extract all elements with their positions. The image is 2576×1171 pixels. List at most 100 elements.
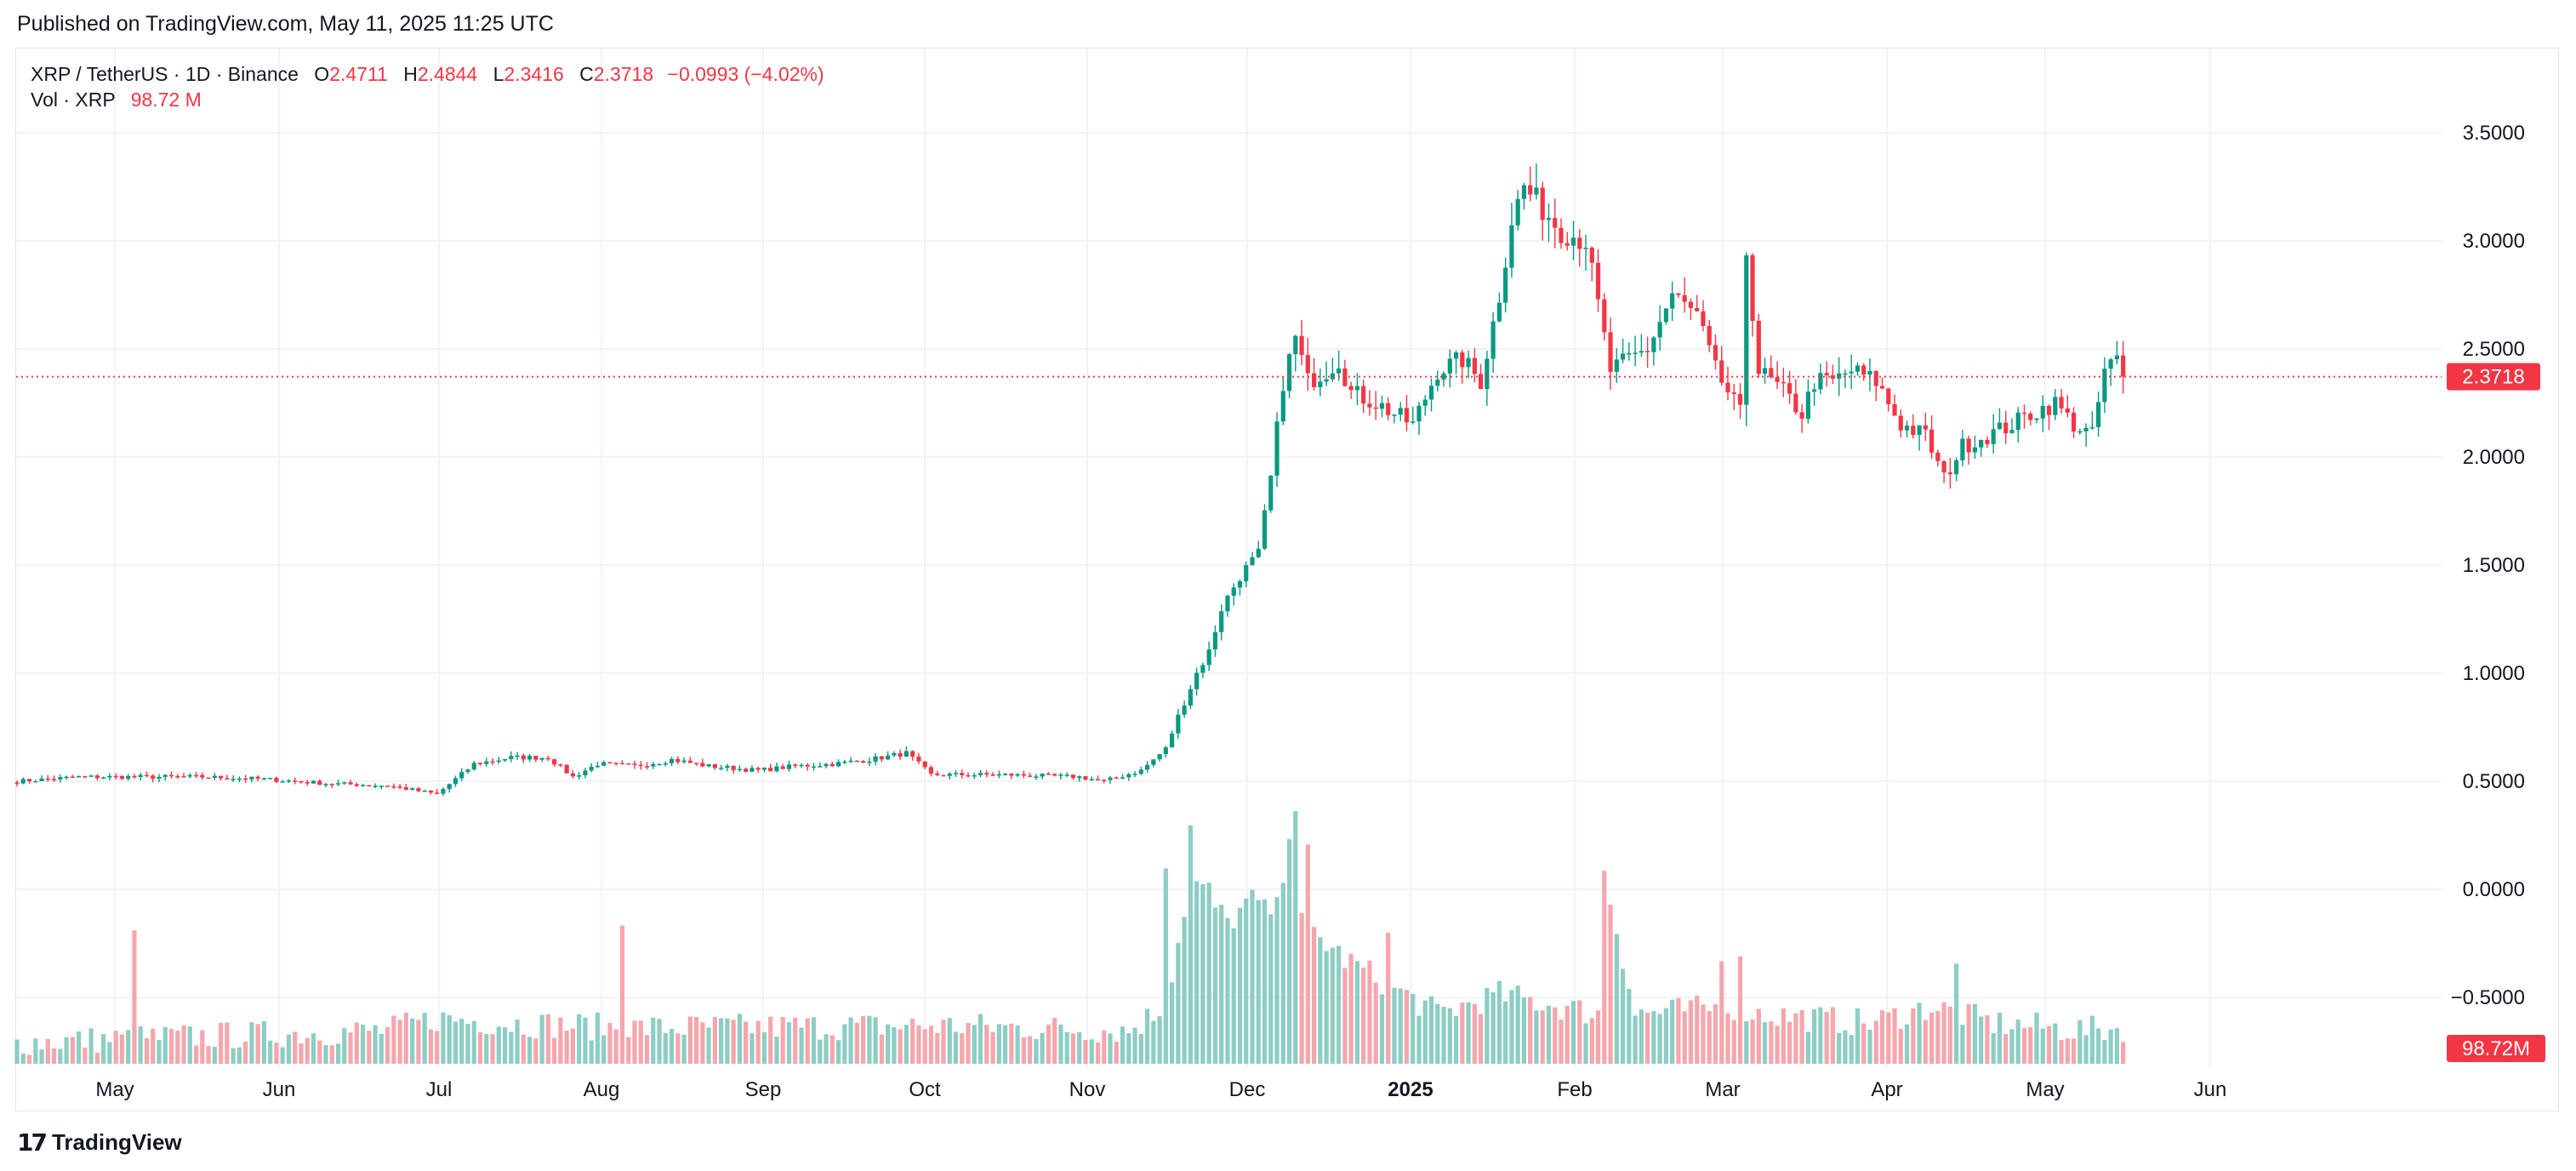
- candle-body: [545, 757, 550, 760]
- volume-bar: [1509, 990, 1514, 1064]
- candle-body: [379, 785, 384, 787]
- tradingview-logo[interactable]: 17 TradingView: [17, 1128, 182, 1157]
- candle-body: [2065, 408, 2070, 413]
- candle-body: [835, 762, 841, 767]
- candle-body: [225, 778, 230, 780]
- volume-bar: [175, 1031, 180, 1064]
- volume-bar: [706, 1027, 711, 1064]
- candle-body: [1985, 439, 1990, 444]
- volume-bar: [299, 1043, 304, 1064]
- candle-body: [719, 768, 724, 769]
- candle-body: [1688, 301, 1694, 308]
- volume-bar: [2121, 1042, 2126, 1064]
- candle-body: [1892, 404, 1897, 416]
- price-axis: 3.5000 3.0000 2.5000 2.0000 1.5000 1.0000 0.50…: [2451, 122, 2525, 1009]
- candle-body: [231, 779, 236, 780]
- volume-bar: [793, 1017, 798, 1064]
- candle-body: [471, 763, 476, 770]
- volume-bar: [348, 1032, 353, 1064]
- volume-bar: [1775, 1025, 1780, 1064]
- volume-bar: [1750, 1019, 1755, 1064]
- volume-bar: [786, 1022, 792, 1064]
- volume-bar: [2071, 1038, 2077, 1064]
- candle-body: [1657, 322, 1662, 338]
- volume-bar: [1361, 967, 1366, 1064]
- volume-bar: [675, 1033, 681, 1064]
- volume-bar: [2040, 1028, 2045, 1064]
- candle-body: [990, 774, 995, 776]
- volume-bar: [972, 1025, 977, 1064]
- volume-bar: [453, 1021, 459, 1064]
- candle-body: [761, 768, 767, 770]
- candle-body: [1132, 774, 1137, 775]
- volume-bar: [811, 1017, 817, 1064]
- candle-body: [966, 774, 971, 777]
- volume-bar: [903, 1025, 909, 1064]
- candle-body: [780, 766, 785, 769]
- candle-body: [218, 775, 224, 779]
- time-tick-label: Jul: [426, 1078, 453, 1101]
- chart-legend: XRP / TetherUS · 1D · Binance O2.4711 H2…: [31, 61, 824, 112]
- volume-bar: [1256, 900, 1261, 1064]
- volume-bar: [552, 1037, 557, 1064]
- volume-bar: [539, 1014, 544, 1064]
- volume-label[interactable]: Vol · XRP: [31, 89, 116, 111]
- volume-bar: [113, 1031, 118, 1064]
- volume-bar: [663, 1032, 668, 1064]
- candle-body: [1028, 775, 1033, 777]
- volume-bar: [1293, 811, 1298, 1064]
- volume-bar: [873, 1017, 878, 1064]
- volume-bar: [1200, 883, 1205, 1064]
- volume-bar: [1342, 968, 1348, 1064]
- candle-body: [1496, 302, 1502, 322]
- candle-body: [1843, 373, 1848, 375]
- candle-body: [1799, 412, 1804, 420]
- candle-body: [151, 775, 156, 779]
- volume-bar: [1695, 995, 1700, 1064]
- candle-body: [1361, 386, 1366, 404]
- candle-body: [1077, 776, 1082, 779]
- volume-bar: [373, 1025, 378, 1064]
- volume-bar: [1028, 1036, 1033, 1064]
- volume-bar: [435, 1031, 440, 1064]
- candle-body: [1898, 415, 1903, 431]
- volume-bar: [1737, 957, 1743, 1064]
- volume-bar: [1762, 1022, 1768, 1064]
- volume-bar: [1299, 912, 1304, 1064]
- volume-bar: [1231, 928, 1236, 1064]
- volume-bar: [1540, 1010, 1545, 1064]
- volume-bar: [1144, 1008, 1150, 1064]
- time-tick-label: Jun: [263, 1078, 296, 1101]
- volume-bar: [1330, 947, 1335, 1064]
- candle-body: [1428, 386, 1434, 400]
- symbol-label[interactable]: XRP / TetherUS · 1D · Binance: [31, 63, 299, 85]
- volume-bar: [737, 1014, 743, 1064]
- price-tick-label: 1.5000: [2463, 554, 2525, 577]
- candle-body: [410, 788, 415, 791]
- price-tick-label: 1.0000: [2463, 662, 2525, 685]
- volume-bar: [335, 1043, 341, 1064]
- volume-bar: [1441, 1006, 1446, 1064]
- candle-body: [1225, 595, 1230, 612]
- volume-bar: [1954, 963, 1959, 1064]
- volume-bar: [651, 1017, 656, 1064]
- candle-body: [335, 783, 341, 785]
- candle-body: [422, 791, 427, 792]
- candle-body: [237, 778, 242, 780]
- chart-grid: [16, 49, 2442, 1068]
- candle-body: [348, 782, 353, 785]
- candle-body: [1034, 776, 1039, 778]
- candle-body: [651, 763, 656, 767]
- candle-body: [886, 755, 891, 760]
- candle-body: [1144, 764, 1150, 770]
- chart-frame[interactable]: [15, 48, 2559, 1111]
- volume-bar: [1040, 1032, 1045, 1064]
- volume-bar: [1879, 1010, 1885, 1064]
- candle-body: [1064, 774, 1069, 776]
- candle-body: [632, 763, 637, 765]
- candle-body: [1021, 774, 1026, 776]
- candle-body: [799, 764, 804, 767]
- volume-bar: [1867, 1029, 1872, 1064]
- volume-bar: [1163, 868, 1168, 1064]
